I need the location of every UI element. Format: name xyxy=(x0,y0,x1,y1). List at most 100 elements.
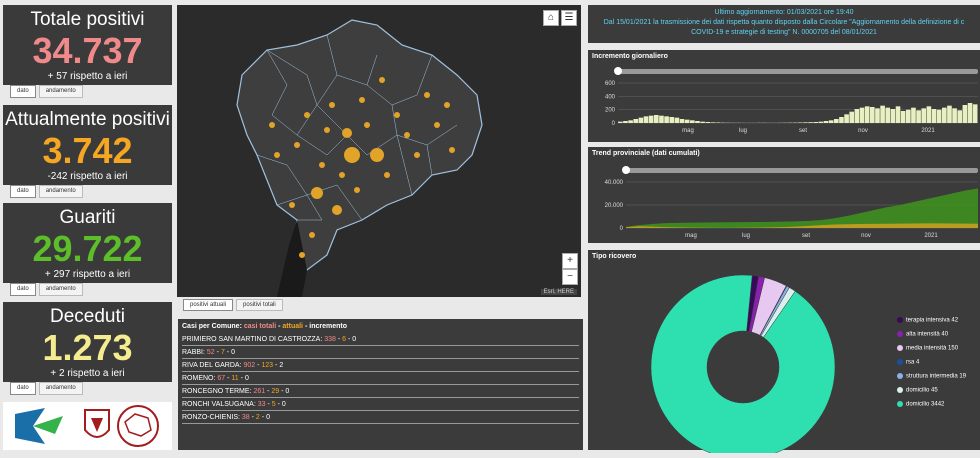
case-bubble xyxy=(344,147,360,163)
case-bubble xyxy=(299,252,305,258)
stat-title: Guariti xyxy=(3,203,172,229)
legend-label: alta intensità xyxy=(906,332,940,338)
legend-item: domicilio 3442 xyxy=(897,401,944,408)
bar xyxy=(860,108,865,123)
map-canvas xyxy=(177,5,581,297)
municipality-cases-list[interactable]: Casi per Comune: casi totali - attuali -… xyxy=(178,319,583,450)
bar xyxy=(968,103,973,123)
cases-total: 38 xyxy=(242,414,250,421)
bar xyxy=(824,121,829,123)
tab-positivi-attuali[interactable]: positivi attuali xyxy=(183,299,233,311)
municipality-name: RIVA DEL GARDA: xyxy=(182,362,243,369)
case-bubble xyxy=(294,142,300,148)
bar xyxy=(947,106,952,123)
bar xyxy=(875,108,880,123)
case-bubble xyxy=(370,148,384,162)
y-tick-label: 600 xyxy=(605,81,616,87)
legend-label: struttura intermedia xyxy=(906,374,958,380)
tab-andamento[interactable]: andamento xyxy=(39,382,83,395)
bar xyxy=(705,122,710,123)
cases-current: 29 xyxy=(271,388,279,395)
list-item[interactable]: RONCEGNO TERME: 261 - 29 - 0 xyxy=(182,385,579,398)
x-tick-label: set xyxy=(802,233,810,239)
bar xyxy=(829,120,834,123)
tab-andamento[interactable]: andamento xyxy=(39,185,83,198)
zoom-out-button[interactable]: − xyxy=(562,269,578,285)
bar xyxy=(659,116,664,123)
home-button[interactable]: ⌂ xyxy=(543,10,559,26)
update-note-ref: COVID-19 e strategie di testing" N. 0000… xyxy=(588,28,980,38)
list-item[interactable]: RIVA DEL GARDA: 902 - 123 - 2 xyxy=(182,359,579,372)
province-map[interactable]: ⌂ ☰ + − Esri, HERE xyxy=(177,5,581,297)
stat-title: Deceduti xyxy=(3,302,172,328)
legend-swatch xyxy=(897,359,903,365)
cumulative-trend-title: Trend provinciale (dati cumulati) xyxy=(588,147,980,160)
case-bubble xyxy=(269,122,275,128)
header-prefix: Casi per Comune: xyxy=(182,323,244,330)
legend-value: 45 xyxy=(931,388,938,394)
list-item[interactable]: RONZO-CHIENIS: 38 - 2 - 0 xyxy=(182,411,579,424)
tab-dato[interactable]: dato xyxy=(10,283,36,296)
bar xyxy=(803,122,808,123)
case-bubble xyxy=(379,77,385,83)
municipality-name: RONZO-CHIENIS: xyxy=(182,414,242,421)
y-tick-label: 20.000 xyxy=(605,203,624,209)
bar xyxy=(819,122,824,123)
zoom-in-button[interactable]: + xyxy=(562,253,578,269)
tab-dato[interactable]: dato xyxy=(10,185,36,198)
list-item[interactable]: ROMENO: 67 - 11 - 0 xyxy=(182,372,579,385)
cases-increment: 2 xyxy=(279,362,283,369)
bar xyxy=(808,122,813,123)
tab-andamento[interactable]: andamento xyxy=(39,283,83,296)
stat-panel: Totale positivi 34.737 + 57 rispetto a i… xyxy=(3,5,172,85)
cases-increment: 0 xyxy=(231,349,235,356)
x-tick-label: lug xyxy=(742,233,750,239)
donut-slice xyxy=(651,275,835,453)
bar xyxy=(664,116,669,123)
stat-delta: -242 rispetto a ieri xyxy=(3,171,172,183)
case-bubble xyxy=(339,172,345,178)
case-bubble xyxy=(274,152,280,158)
stat-delta: + 297 rispetto a ieri xyxy=(3,269,172,281)
cases-total: 338 xyxy=(324,336,336,343)
area-series xyxy=(626,188,978,228)
list-item[interactable]: RONCHI VALSUGANA: 33 - 5 - 0 xyxy=(182,398,579,411)
case-bubble xyxy=(394,112,400,118)
tab-dato[interactable]: dato xyxy=(10,382,36,395)
bar xyxy=(844,114,849,123)
stat-delta: + 2 rispetto a ieri xyxy=(3,368,172,380)
bar xyxy=(834,119,839,123)
legend-label: domicilio xyxy=(906,402,929,408)
cases-increment: 0 xyxy=(245,375,249,382)
case-bubble xyxy=(354,187,360,193)
bar xyxy=(906,110,911,123)
bar xyxy=(654,115,659,123)
tab-positivi-totali[interactable]: positivi totali xyxy=(236,299,283,311)
ricovero-donut-chart[interactable] xyxy=(588,263,888,453)
stat-delta: + 57 rispetto a ieri xyxy=(3,71,172,83)
x-tick-label: nov xyxy=(861,233,871,239)
y-tick-label: 400 xyxy=(605,94,616,100)
legend-swatch xyxy=(897,373,903,379)
bar xyxy=(633,119,638,123)
list-item[interactable]: RABBI: 52 - 7 - 0 xyxy=(182,346,579,359)
list-item[interactable]: PRIMIERO SAN MARTINO DI CASTROZZA: 338 -… xyxy=(182,333,579,346)
map-attribution: Esri, HERE xyxy=(541,289,577,295)
case-bubble xyxy=(364,122,370,128)
stat-value: 34.737 xyxy=(3,31,172,71)
bar xyxy=(685,120,690,123)
legend-swatch xyxy=(897,317,903,323)
tab-andamento[interactable]: andamento xyxy=(39,85,83,98)
legend-label: media intensità xyxy=(906,346,946,352)
y-tick-label: 40.000 xyxy=(605,180,624,186)
tab-dato[interactable]: dato xyxy=(10,85,36,98)
stat-panel: Attualmente positivi 3.742 -242 rispetto… xyxy=(3,105,172,185)
header-attuali: attuali xyxy=(282,323,303,330)
layer-list-button[interactable]: ☰ xyxy=(561,10,577,26)
bar xyxy=(865,106,870,123)
